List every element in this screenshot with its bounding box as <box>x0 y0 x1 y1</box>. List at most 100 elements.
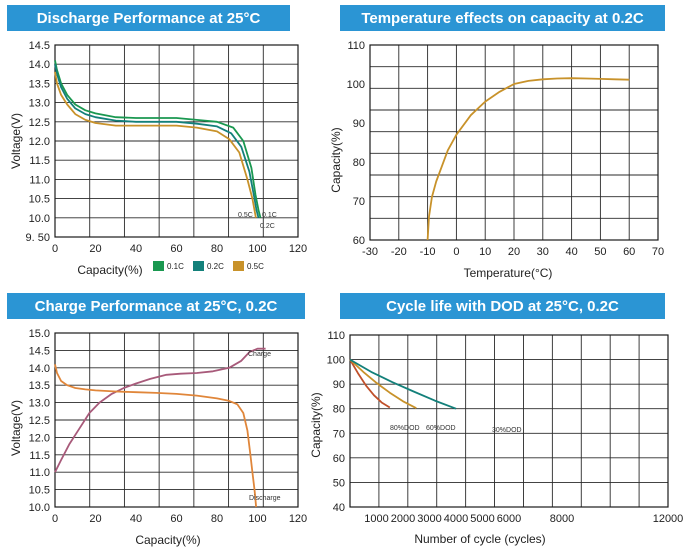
x-tick-label: 100 <box>248 513 266 525</box>
plot-frame <box>54 44 299 238</box>
y-tick-label: 110 <box>347 40 365 52</box>
y-tick-label: 11.0 <box>29 467 50 479</box>
series-line-0-1c <box>54 60 262 219</box>
y-tick-label: 14.0 <box>29 59 50 71</box>
y-tick-label: 11.0 <box>29 174 50 186</box>
y-tick-label: 13.0 <box>29 98 50 110</box>
y-tick-label: 60 <box>353 235 365 247</box>
y-tick-label: 100 <box>327 355 345 367</box>
y-tick-label: 14.0 <box>29 363 50 375</box>
x-tick-label: 0 <box>52 513 58 525</box>
y-tick-label: 9. 50 <box>26 232 50 244</box>
x-tick-label: 100 <box>248 243 266 255</box>
y-tick-label: 10.0 <box>29 213 50 225</box>
x-tick-label: 60 <box>623 246 635 258</box>
y-tick-label: 13.5 <box>29 78 50 90</box>
y-axis-label: Voltage(V) <box>9 400 23 456</box>
x-tick-label: 20 <box>89 243 101 255</box>
plot-frame <box>349 334 669 508</box>
x-tick-label: 20 <box>508 246 520 258</box>
legend-swatch <box>233 261 244 271</box>
annotation-label: 0.2C <box>260 223 275 230</box>
y-tick-label: 12.0 <box>29 136 50 148</box>
y-tick-label: 10.5 <box>29 194 50 206</box>
x-tick-label: -20 <box>391 246 407 258</box>
legend-label: 0.5C <box>247 262 264 271</box>
annotation-label: Charge <box>248 351 271 358</box>
temperature-chart-title: Temperature effects on capacity at 0.2C <box>340 5 665 31</box>
x-axis-label: Capacity(%) <box>77 263 142 277</box>
series-line-30-dod <box>349 358 457 410</box>
y-tick-label: 12.5 <box>29 117 50 129</box>
charge-chart-title: Charge Performance at 25°C, 0.2C <box>7 293 305 319</box>
x-axis-label: Number of cycle (cycles) <box>414 532 545 546</box>
x-tick-label: 80 <box>211 243 223 255</box>
annotation-label: 30%DOD <box>492 427 522 434</box>
y-tick-label: 11.5 <box>29 155 50 167</box>
y-tick-label: 12.0 <box>29 432 50 444</box>
annotation-label: 0.1C <box>262 212 277 219</box>
x-tick-label: 6000 <box>497 513 521 525</box>
x-tick-label: 80 <box>211 513 223 525</box>
x-tick-label: 5000 <box>470 513 494 525</box>
y-tick-label: 10.5 <box>29 485 50 497</box>
x-tick-label: 40 <box>130 243 142 255</box>
y-tick-label: 40 <box>333 502 345 514</box>
y-tick-label: 13.5 <box>29 380 50 392</box>
y-tick-label: 110 <box>327 330 345 342</box>
x-tick-label: 20 <box>89 513 101 525</box>
x-tick-label: 60 <box>170 243 182 255</box>
x-tick-label: 0 <box>453 246 459 258</box>
annotation-label: 80%DOD <box>390 425 420 432</box>
cycle-life-chart-title: Cycle life with DOD at 25°C, 0.2C <box>340 293 665 319</box>
y-axis-label: Capacity(%) <box>309 392 323 457</box>
x-tick-label: 60 <box>170 513 182 525</box>
series-line-discharge <box>54 364 257 508</box>
y-tick-label: 50 <box>333 477 345 489</box>
y-tick-label: 80 <box>333 404 345 416</box>
x-tick-label: 10 <box>479 246 491 258</box>
annotation-label: Discharge <box>249 495 281 502</box>
x-axis-label: Capacity(%) <box>135 533 200 547</box>
annotation-label: 0.5C <box>238 212 253 219</box>
legend-label: 0.1C <box>167 262 184 271</box>
y-tick-label: 80 <box>353 157 365 169</box>
plot-frame <box>369 44 659 241</box>
x-tick-label: 8000 <box>550 513 574 525</box>
series-line-0-2c <box>54 64 260 219</box>
x-tick-label: -30 <box>362 246 378 258</box>
y-tick-label: 70 <box>333 428 345 440</box>
x-tick-label: 40 <box>130 513 142 525</box>
x-tick-label: 70 <box>652 246 664 258</box>
y-axis-label: Capacity(%) <box>329 127 343 192</box>
y-tick-label: 90 <box>333 379 345 391</box>
y-tick-label: 11.5 <box>29 450 50 462</box>
discharge-chart-title: Discharge Performance at 25°C <box>7 5 290 31</box>
y-tick-label: 70 <box>353 196 365 208</box>
series-line-capacity <box>426 77 630 241</box>
x-tick-label: 40 <box>565 246 577 258</box>
x-tick-label: 120 <box>289 513 307 525</box>
legend-swatch <box>193 261 204 271</box>
legend-swatch <box>153 261 164 271</box>
y-tick-label: 14.5 <box>29 40 50 52</box>
series-line-60-dod <box>349 358 417 409</box>
legend-label: 0.2C <box>207 262 224 271</box>
series-line-80-dod <box>349 359 391 409</box>
x-tick-label: -10 <box>420 246 436 258</box>
series-line-0-5c <box>54 71 257 218</box>
y-tick-label: 90 <box>353 118 365 130</box>
x-tick-label: 1000 <box>364 513 388 525</box>
x-tick-label: 0 <box>52 243 58 255</box>
x-tick-label: 30 <box>537 246 549 258</box>
annotation-label: 60%DOD <box>426 425 456 432</box>
y-tick-label: 14.5 <box>29 345 50 357</box>
x-tick-label: 120 <box>289 243 307 255</box>
y-tick-label: 13.0 <box>29 398 50 410</box>
plot-frame <box>54 332 299 508</box>
y-tick-label: 15.0 <box>29 328 50 340</box>
y-tick-label: 100 <box>347 79 365 91</box>
x-tick-label: 2000 <box>391 513 415 525</box>
x-tick-label: 3000 <box>417 513 441 525</box>
y-tick-label: 60 <box>333 453 345 465</box>
